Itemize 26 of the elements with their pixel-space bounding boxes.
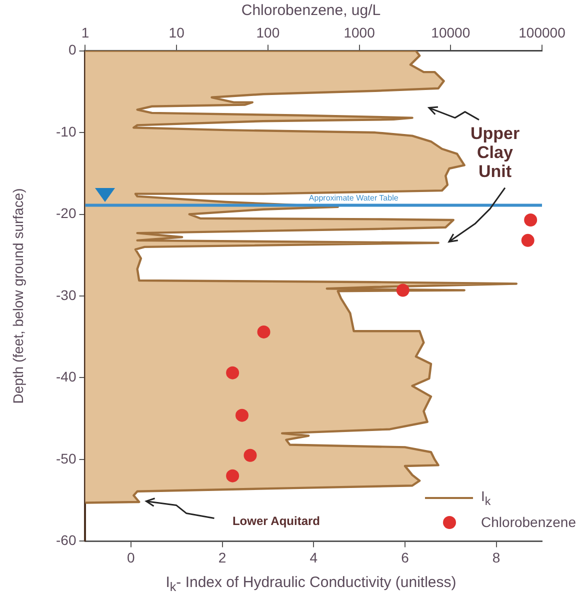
y-tick-label: -40: [56, 368, 76, 385]
legend-label: I$_{k}$: [481, 488, 491, 508]
y-tick-label: 0: [68, 42, 76, 58]
x2-tick-label: 100: [256, 24, 280, 40]
x2-axis-title: Chlorobenzene, ug/L: [240, 2, 382, 19]
x-tick-label: 0: [127, 549, 136, 566]
x2-tick-label: 100000: [518, 24, 566, 40]
y-tick-label: -50: [56, 450, 76, 466]
x2-tick-label: 1000: [344, 24, 376, 40]
x2-tick-label: 10: [168, 24, 185, 40]
y-tick-label: -10: [56, 123, 76, 140]
y-tick-label: -60: [56, 532, 76, 548]
x-tick-label: 6: [401, 549, 410, 566]
x-axis-title: I$_{k}$- Index of Hydraulic Conductivity (unitless): [164, 574, 458, 594]
y-tick-label: -30: [56, 286, 76, 303]
x-tick-label: 4: [310, 549, 318, 566]
annotation: Lower Aquitard: [231, 513, 322, 530]
x-tick-label: 2: [218, 549, 226, 566]
annotation: Upper Clay Unit: [470, 124, 520, 181]
x2-tick-label: 10000: [431, 24, 470, 40]
ref-line-label: Approximate Water Table: [308, 193, 399, 202]
y-tick-label: -20: [56, 205, 76, 222]
x-tick-label: 8: [492, 549, 500, 566]
legend-label: Chlorobenzene: [481, 514, 576, 530]
x2-tick-label: 1: [81, 24, 90, 40]
y-axis-title: Depth (feet, below ground surface): [9, 187, 27, 406]
